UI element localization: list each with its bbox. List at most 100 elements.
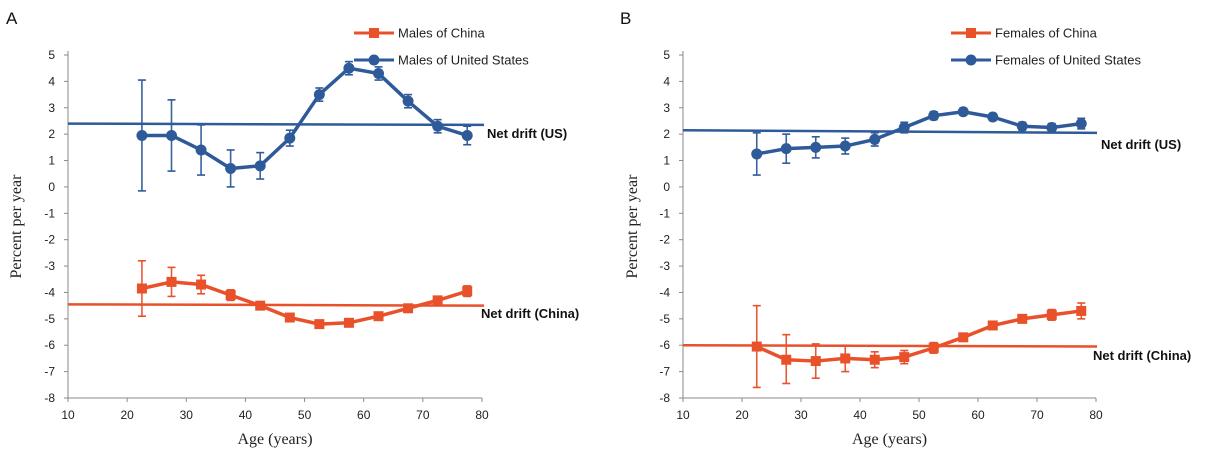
x-tick-label: 60 (357, 408, 371, 422)
legend: Females of China Females of United States (951, 26, 1141, 68)
x-tick-label: 80 (475, 408, 489, 422)
net-drift-label: Net drift (China) (481, 306, 579, 321)
data-point (195, 144, 207, 156)
y-tick-label: 1 (663, 154, 670, 168)
data-point (225, 290, 236, 301)
data-point (1046, 122, 1058, 134)
data-point (781, 354, 792, 365)
series-females-of-united-states (751, 106, 1087, 176)
data-point (343, 62, 355, 74)
y-tick-label: -7 (44, 365, 55, 379)
data-point (166, 276, 177, 287)
y-axis-title: Percent per year (8, 174, 25, 279)
data-point (432, 120, 444, 132)
y-tick-label: -3 (44, 259, 55, 273)
series-males-of-china (136, 259, 473, 330)
data-point (928, 342, 939, 353)
data-point (225, 162, 237, 174)
y-tick-label: 3 (663, 101, 670, 115)
y-tick-label: -5 (659, 312, 670, 326)
data-point (196, 279, 207, 290)
y-tick-label: -5 (44, 312, 55, 326)
y-tick-label: -7 (659, 365, 670, 379)
data-point (1016, 120, 1028, 132)
y-tick-label: -1 (659, 206, 670, 220)
legend-label: Males of United States (398, 53, 529, 68)
data-point (314, 319, 325, 330)
data-point (284, 312, 295, 323)
x-tick-label: 10 (61, 408, 75, 422)
y-tick-label: -2 (44, 233, 55, 247)
data-point (432, 295, 443, 306)
data-point (869, 133, 881, 145)
data-point (780, 143, 792, 155)
data-point (166, 129, 177, 141)
series-line (141, 66, 468, 171)
x-tick-label: 30 (794, 408, 808, 422)
y-tick-label: -3 (659, 259, 670, 273)
y-tick-label: -4 (659, 285, 670, 299)
net-drift-line (682, 343, 1098, 348)
data-point (987, 320, 998, 331)
y-tick-label: -8 (659, 391, 670, 405)
y-tick-label: 5 (48, 48, 55, 62)
data-point (373, 311, 384, 322)
data-point (810, 141, 822, 153)
net-drift-line (67, 122, 485, 127)
x-tick-label: 40 (853, 408, 867, 422)
data-point (136, 129, 148, 141)
x-tick-label: 70 (416, 408, 430, 422)
legend-label: Females of United States (995, 53, 1141, 68)
x-axis-title: Age (years) (852, 431, 927, 448)
y-tick-label: 4 (663, 74, 670, 88)
data-point (461, 129, 473, 141)
data-point (928, 110, 940, 122)
legend-marker (966, 28, 976, 38)
y-axis-title: Percent per year (624, 174, 641, 279)
data-point (840, 353, 851, 364)
y-tick-label: -2 (659, 233, 670, 247)
y-tick-label: 3 (48, 101, 55, 115)
data-point (1075, 118, 1087, 130)
data-point (254, 160, 266, 172)
data-point (898, 122, 910, 134)
y-tick-label: 1 (48, 154, 55, 168)
x-axis-title: Age (years) (237, 431, 312, 448)
legend: Males of China Males of United States (354, 26, 529, 68)
y-tick-label: -8 (44, 391, 55, 405)
data-point (869, 354, 880, 365)
x-tick-label: 30 (180, 408, 194, 422)
net-drift-label: Net drift (US) (487, 126, 567, 141)
data-point (343, 317, 354, 328)
net-drift-label: Net drift (US) (1101, 137, 1181, 152)
y-tick-label: 2 (663, 127, 670, 141)
data-point (255, 300, 266, 311)
x-tick-label: 10 (676, 408, 690, 422)
data-point (403, 303, 414, 314)
y-tick-label: 4 (48, 74, 55, 88)
data-point (751, 341, 762, 352)
net-drift-label: Net drift (China) (1093, 348, 1191, 363)
data-point (284, 132, 296, 144)
x-tick-label: 20 (735, 408, 749, 422)
data-point (987, 111, 999, 123)
series-males-of-united-states (136, 60, 473, 192)
y-tick-label: 0 (48, 180, 55, 194)
legend-label: Males of China (398, 26, 485, 41)
y-tick-label: 0 (663, 180, 670, 194)
data-point (136, 283, 147, 294)
y-tick-label: -6 (659, 338, 670, 352)
series-line (756, 309, 1082, 363)
series-females-of-china (751, 302, 1087, 389)
data-point (1017, 313, 1028, 324)
data-point (373, 67, 384, 79)
panel-label: B (620, 9, 631, 28)
data-point (751, 148, 763, 160)
data-point (957, 106, 969, 118)
x-tick-label: 70 (1030, 408, 1044, 422)
data-point (899, 352, 910, 363)
